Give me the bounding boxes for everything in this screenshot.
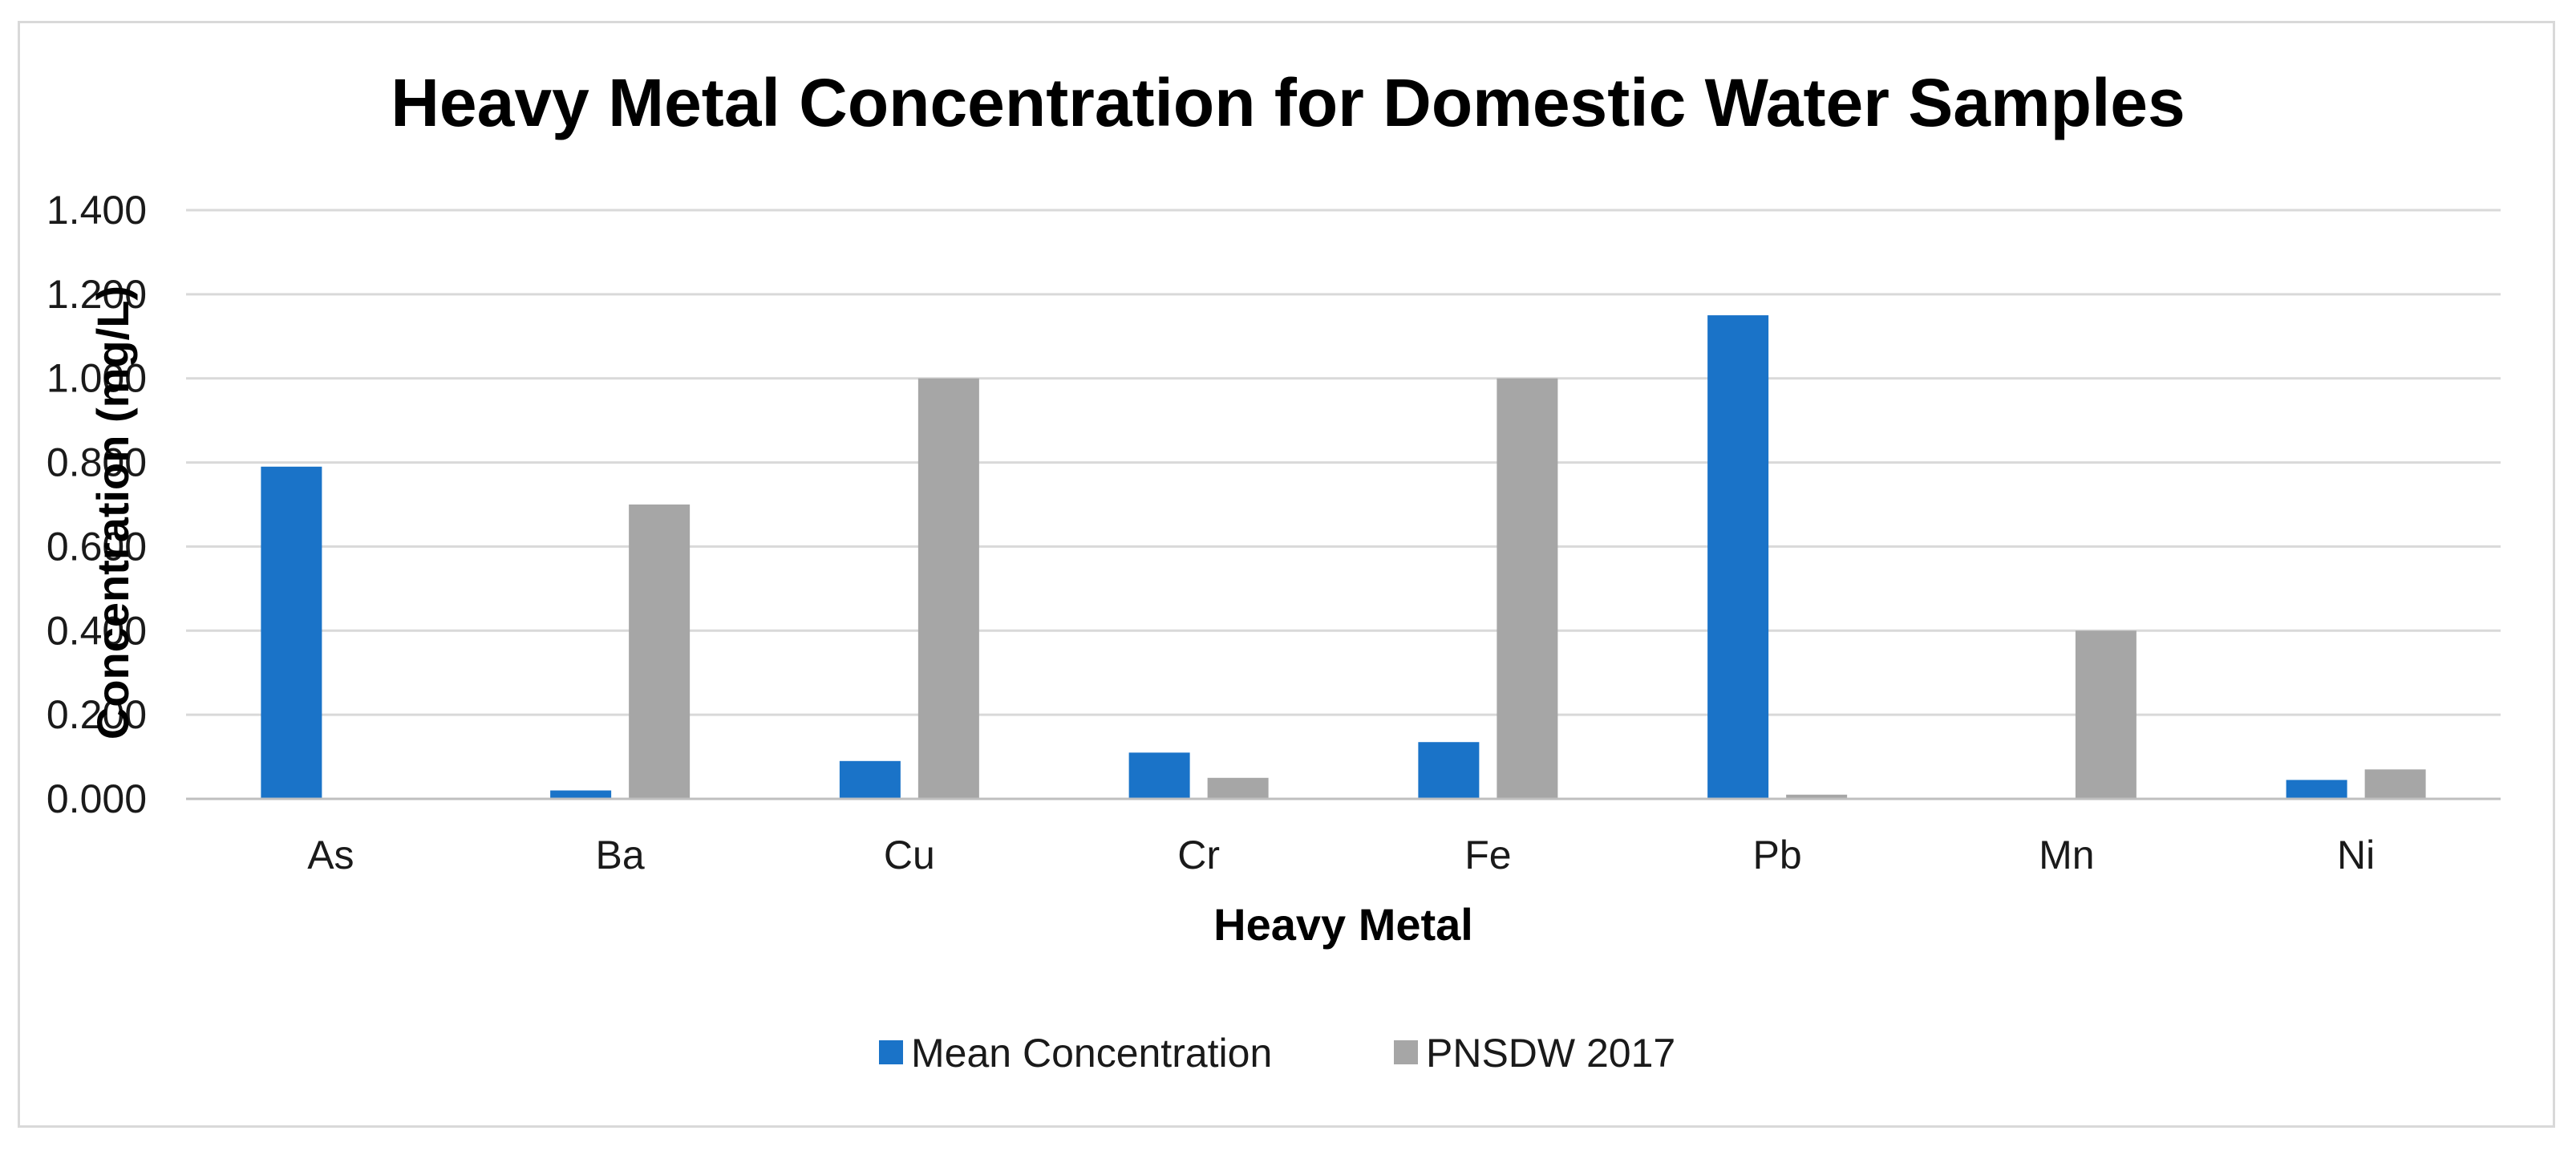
bar-mn-pnsdw <box>2075 630 2137 799</box>
legend-label-pnsdw: PNSDW 2017 <box>1426 1031 1675 1076</box>
x-axis-ticks: As Ba Cu Cr Fe Pb Mn Ni <box>307 833 2375 877</box>
x-tick-label: Cu <box>884 833 935 877</box>
x-tick-label: Fe <box>1464 833 1511 877</box>
x-tick-label: Cr <box>1177 833 1220 877</box>
y-tick-label: 0.000 <box>47 776 147 821</box>
bars <box>261 315 2426 800</box>
bar-ni-pnsdw <box>2364 769 2426 799</box>
bar-ba-pnsdw <box>629 505 691 799</box>
legend-label-mean: Mean Concentration <box>911 1031 1272 1076</box>
y-axis-title: Concentration (mg/L) <box>87 286 138 740</box>
bar-cr-mean <box>1128 752 1190 799</box>
bar-pb-mean <box>1707 315 1769 800</box>
chart-title: Heavy Metal Concentration for Domestic W… <box>391 65 2185 140</box>
bar-fe-pnsdw <box>1497 378 1558 799</box>
x-tick-label: Ba <box>596 833 645 877</box>
chart-frame <box>18 21 2555 1128</box>
y-tick-label: 0.600 <box>47 524 147 569</box>
y-tick-label: 1.000 <box>47 356 147 401</box>
y-tick-label: 1.200 <box>47 272 147 317</box>
y-tick-label: 1.400 <box>47 188 147 233</box>
bar-as-mean <box>261 466 322 799</box>
x-axis-title: Heavy Metal <box>1213 899 1473 950</box>
bar-cu-pnsdw <box>917 378 979 799</box>
legend-swatch-mean <box>879 1040 903 1064</box>
x-tick-label: Mn <box>2039 833 2094 877</box>
x-tick-label: Pb <box>1753 833 1802 877</box>
x-tick-label: Ni <box>2337 833 2375 877</box>
bar-fe-mean <box>1418 742 1480 799</box>
x-tick-label: As <box>307 833 354 877</box>
gridlines <box>186 209 2501 716</box>
y-tick-label: 0.800 <box>47 440 147 485</box>
bar-ba-mean <box>550 790 612 799</box>
y-tick-label: 0.400 <box>47 608 147 653</box>
bar-ni-mean <box>2286 780 2347 799</box>
y-tick-label: 0.200 <box>47 692 147 737</box>
bar-pb-pnsdw <box>1786 794 1848 799</box>
legend: Mean Concentration PNSDW 2017 <box>879 1031 1675 1076</box>
y-axis-ticks: 0.000 0.200 0.400 0.600 0.800 1.000 1.200 1.400 <box>47 188 147 821</box>
legend-swatch-pnsdw <box>1394 1040 1418 1064</box>
bar-cr-pnsdw <box>1207 777 1269 799</box>
bar-cu-mean <box>839 760 901 799</box>
